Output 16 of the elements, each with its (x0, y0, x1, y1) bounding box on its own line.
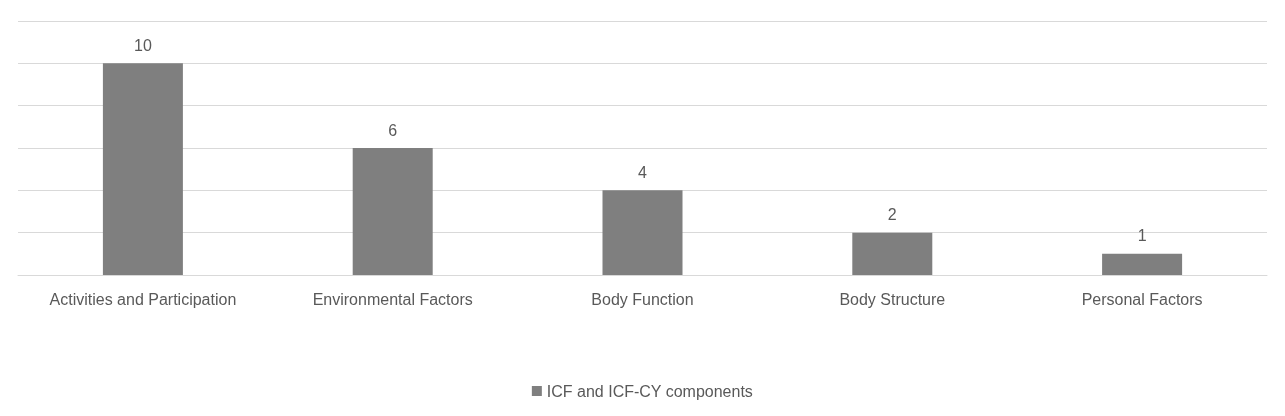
bar (1102, 253, 1183, 275)
x-tick-label: Personal Factors (1081, 290, 1203, 308)
data-label: 10 (134, 36, 152, 54)
data-label: 4 (638, 163, 648, 181)
bar (102, 63, 183, 275)
x-tick-label: Environmental Factors (312, 290, 473, 308)
data-label: 1 (1137, 227, 1147, 245)
legend-label: ICF and ICF-CY components (546, 382, 753, 400)
x-tick-label: Body Function (591, 290, 694, 308)
bar (852, 232, 933, 275)
x-tick-label: Activities and Participation (49, 290, 237, 308)
bar (352, 148, 433, 275)
data-label: 6 (388, 121, 398, 139)
data-label: 2 (887, 206, 897, 224)
bar (602, 190, 683, 275)
x-tick-label: Body Structure (839, 290, 946, 308)
